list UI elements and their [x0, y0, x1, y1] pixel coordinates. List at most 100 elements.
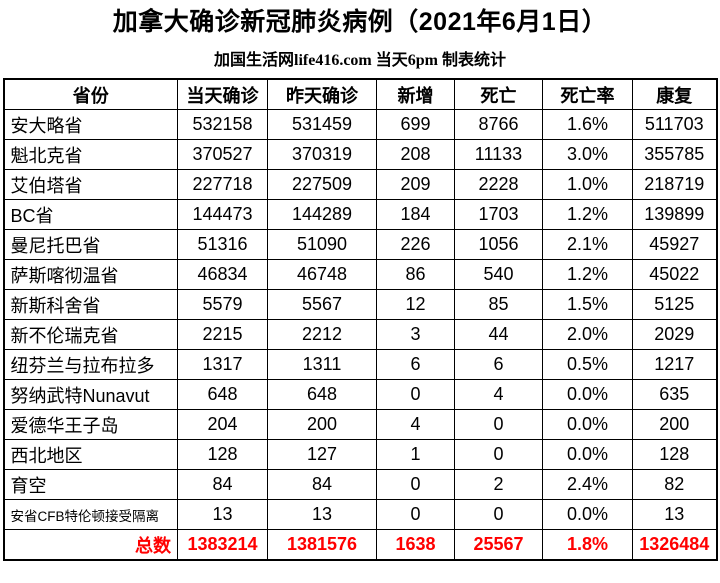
province-label: 育空	[3, 469, 178, 500]
value-cell: 2.1%	[542, 229, 633, 260]
value-cell: 1.8%	[542, 529, 633, 561]
value-cell: 540	[454, 259, 543, 290]
value-cell: 85	[454, 289, 543, 320]
table-row: 爱德华王子岛 204 200 4 0 0.0% 200	[3, 409, 717, 440]
value-cell: 204	[177, 409, 268, 440]
value-cell: 1326484	[632, 529, 717, 561]
value-cell: 45927	[632, 229, 717, 260]
column-header: 当天确诊	[177, 78, 268, 110]
province-label: BC省	[3, 199, 178, 230]
table-row: 新不伦瑞克省 2215 2212 3 44 2.0% 2029	[3, 319, 717, 350]
value-cell: 4	[454, 379, 543, 410]
header-row: 省份 当天确诊 昨天确诊 新增 死亡 死亡率 康复	[3, 78, 717, 110]
table-row: 魁北克省 370527 370319 208 11133 3.0% 355785	[3, 139, 717, 170]
value-cell: 84	[267, 469, 377, 500]
total-row: 总数 1383214 1381576 1638 25567 1.8% 1326484	[3, 529, 717, 561]
table-row: 纽芬兰与拉布拉多 1317 1311 6 6 0.5% 1217	[3, 349, 717, 380]
value-cell: 2	[454, 469, 543, 500]
value-cell: 13	[177, 499, 268, 530]
value-cell: 127	[267, 439, 377, 470]
value-cell: 3.0%	[542, 139, 633, 170]
value-cell: 5567	[267, 289, 377, 320]
value-cell: 1.5%	[542, 289, 633, 320]
table-row: 努纳武特Nunavut 648 648 0 4 0.0% 635	[3, 379, 717, 410]
value-cell: 6	[454, 349, 543, 380]
table-body: 安大略省 532158 531459 699 8766 1.6% 511703 魁北克省 370…	[3, 109, 717, 561]
province-label: 曼尼托巴省	[3, 229, 178, 260]
value-cell: 1.2%	[542, 199, 633, 230]
value-cell: 45022	[632, 259, 717, 290]
value-cell: 5579	[177, 289, 268, 320]
value-cell: 226	[376, 229, 455, 260]
value-cell: 0	[376, 379, 455, 410]
column-header: 康复	[632, 78, 717, 110]
table-row: 安省CFB特伦顿接受隔离 13 13 0 0 0.0% 13	[3, 499, 717, 530]
covid-stats-table: 省份 当天确诊 昨天确诊 新增 死亡 死亡率 康复 安大略省 532158 531459 699 8…	[2, 78, 718, 561]
value-cell: 25567	[454, 529, 543, 561]
value-cell: 128	[632, 439, 717, 470]
table-row: BC省 144473 144289 184 1703 1.2% 139899	[3, 199, 717, 230]
table-row: 曼尼托巴省 51316 51090 226 1056 2.1% 45927	[3, 229, 717, 260]
value-cell: 51090	[267, 229, 377, 260]
value-cell: 6	[376, 349, 455, 380]
province-label: 努纳武特Nunavut	[3, 379, 178, 410]
value-cell: 1.2%	[542, 259, 633, 290]
value-cell: 1638	[376, 529, 455, 561]
column-header: 省份	[3, 78, 178, 110]
table-row: 新斯科舍省 5579 5567 12 85 1.5% 5125	[3, 289, 717, 320]
value-cell: 635	[632, 379, 717, 410]
value-cell: 0.0%	[542, 379, 633, 410]
value-cell: 2029	[632, 319, 717, 350]
value-cell: 699	[376, 109, 455, 140]
province-label: 西北地区	[3, 439, 178, 470]
value-cell: 11133	[454, 139, 543, 170]
value-cell: 82	[632, 469, 717, 500]
province-label: 爱德华王子岛	[3, 409, 178, 440]
value-cell: 12	[376, 289, 455, 320]
value-cell: 2.4%	[542, 469, 633, 500]
value-cell: 1383214	[177, 529, 268, 561]
value-cell: 0	[454, 499, 543, 530]
value-cell: 51316	[177, 229, 268, 260]
value-cell: 44	[454, 319, 543, 350]
province-label: 安省CFB特伦顿接受隔离	[3, 499, 178, 530]
value-cell: 218719	[632, 169, 717, 200]
page-subtitle: 加国生活网life416.com 当天6pm 制表统计	[214, 52, 506, 69]
value-cell: 2.0%	[542, 319, 633, 350]
value-cell: 4	[376, 409, 455, 440]
value-cell: 144289	[267, 199, 377, 230]
value-cell: 139899	[632, 199, 717, 230]
value-cell: 46748	[267, 259, 377, 290]
value-cell: 13	[632, 499, 717, 530]
province-label: 萨斯喀彻温省	[3, 259, 178, 290]
column-header: 新增	[376, 78, 455, 110]
province-label: 新不伦瑞克省	[3, 319, 178, 350]
value-cell: 0.0%	[542, 409, 633, 440]
province-label: 安大略省	[3, 109, 178, 140]
value-cell: 370319	[267, 139, 377, 170]
table-row: 育空 84 84 0 2 2.4% 82	[3, 469, 717, 500]
value-cell: 0	[454, 409, 543, 440]
value-cell: 84	[177, 469, 268, 500]
page-title: 加拿大确诊新冠肺炎病例（2021年6月1日）	[112, 8, 608, 36]
column-header: 死亡	[454, 78, 543, 110]
value-cell: 2212	[267, 319, 377, 350]
value-cell: 648	[267, 379, 377, 410]
value-cell: 13	[267, 499, 377, 530]
table-row: 安大略省 532158 531459 699 8766 1.6% 511703	[3, 109, 717, 140]
value-cell: 5125	[632, 289, 717, 320]
value-cell: 1.6%	[542, 109, 633, 140]
value-cell: 1217	[632, 349, 717, 380]
value-cell: 648	[177, 379, 268, 410]
value-cell: 128	[177, 439, 268, 470]
value-cell: 1381576	[267, 529, 377, 561]
province-label: 艾伯塔省	[3, 169, 178, 200]
value-cell: 1056	[454, 229, 543, 260]
value-cell: 531459	[267, 109, 377, 140]
province-label: 新斯科舍省	[3, 289, 178, 320]
province-label: 纽芬兰与拉布拉多	[3, 349, 178, 380]
province-label: 魁北克省	[3, 139, 178, 170]
value-cell: 511703	[632, 109, 717, 140]
value-cell: 0.0%	[542, 499, 633, 530]
column-header: 死亡率	[542, 78, 633, 110]
